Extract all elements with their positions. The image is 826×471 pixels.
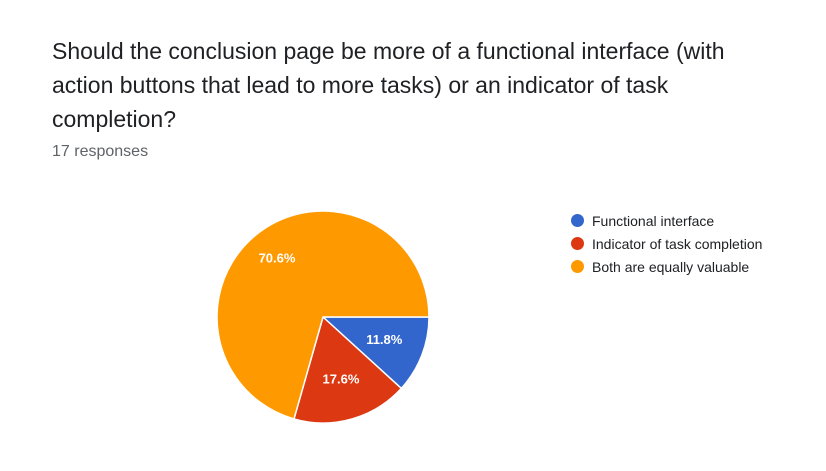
pie-label-functional-interface: 11.8% [366,332,403,347]
legend-label: Indicator of task completion [592,235,763,252]
legend-item-indicator-of-task-completion[interactable]: Indicator of task completion [571,232,762,255]
legend-label: Functional interface [592,212,715,229]
response-count: 17 responses [52,143,149,160]
pie-slice-functional-interface[interactable] [321,316,430,390]
legend-item-functional-interface[interactable]: Functional interface [571,209,762,232]
legend-item-both-equally-valuable[interactable]: Both are equally valuable [571,255,762,278]
legend-swatch-both-equally-valuable [571,260,584,273]
pie-slice-indicator-of-task-completion[interactable] [293,315,403,424]
legend-swatch-indicator-of-task-completion [571,237,584,250]
legend-label: Both are equally valuable [592,258,750,275]
chart-legend: Functional interface Indicator of task c… [571,209,762,278]
pie-label-both-equally-valuable: 70.6% [259,250,296,265]
pie-slice-both-equally-valuable[interactable] [216,210,430,420]
question-title: Should the conclusion page be more of a … [52,38,725,132]
pie-label-indicator-of-task-completion: 17.6% [323,372,360,387]
legend-swatch-functional-interface [571,214,584,227]
